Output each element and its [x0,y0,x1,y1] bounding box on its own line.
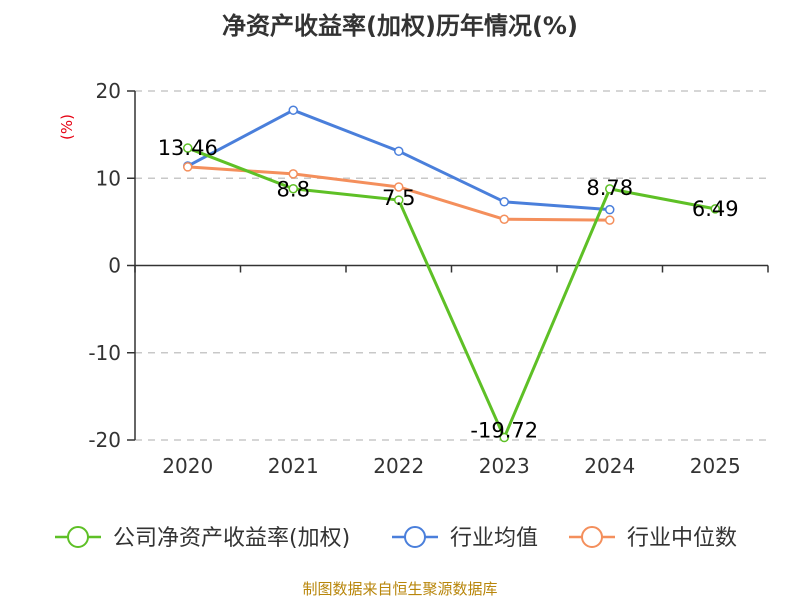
y-axis-unit: (%) [58,114,76,140]
legend-item-1: 行业均值 [392,526,538,551]
legend-item-2: 行业中位数 [569,526,737,551]
data-point [394,146,404,156]
legend-swatch-marker [404,526,426,548]
data-source: 制图数据来自恒生聚源数据库 [302,580,497,598]
data-point [394,195,404,205]
legend: 公司净资产收益率(加权) 行业均值 行业中位数 [55,526,737,551]
chart-title: 净资产收益率(加权)历年情况(%) [222,12,578,40]
data-point [288,183,298,194]
y-tick-label: 0 [108,254,121,278]
series-0 [183,143,720,443]
series-line [187,146,716,440]
y-tick-label: -20 [88,428,121,452]
data-labels: 13.46 8.8 7.5 -19.72 8.78 6.49 [158,136,739,442]
legend-swatch-marker [581,526,603,548]
data-point [710,204,720,214]
series-2 [183,162,615,225]
data-point [394,182,404,192]
y-tick-label: -10 [88,341,121,365]
x-tick-label: 2021 [268,454,319,478]
legend-label: 行业中位数 [627,526,737,551]
data-point [499,214,509,225]
data-point [288,105,298,115]
x-tick-label: 2023 [479,454,530,478]
data-point [499,197,509,207]
y-tick-label: 10 [96,166,121,190]
y-tick-label: 20 [96,79,121,103]
x-tick-label: 2020 [162,454,213,478]
data-point [183,143,193,153]
grid [135,90,768,441]
x-tick-label: 2022 [373,454,424,478]
data-label: 7.5 [382,186,415,210]
data-point [288,169,298,179]
legend-label: 行业均值 [450,526,538,551]
legend-swatch-marker [67,526,89,548]
data-point [605,204,615,215]
data-label: -19.72 [470,419,538,443]
data-label: 8.78 [586,176,633,200]
x-tick-label: 2024 [584,454,635,478]
legend-item-0: 公司净资产收益率(加权) [55,526,350,551]
data-point [605,184,615,194]
series-lines [183,105,720,443]
legend-label: 公司净资产收益率(加权) [113,526,350,551]
x-tick-label: 2025 [690,454,741,478]
data-point [499,432,509,443]
data-point [183,162,193,172]
axes: 20 10 0 -10 -20 2020 2021 2022 2023 2024 2025 [88,79,769,478]
data-label: 8.8 [277,178,310,202]
data-label: 6.49 [692,197,739,221]
data-point [605,215,615,225]
data-label: 13.46 [158,136,218,160]
